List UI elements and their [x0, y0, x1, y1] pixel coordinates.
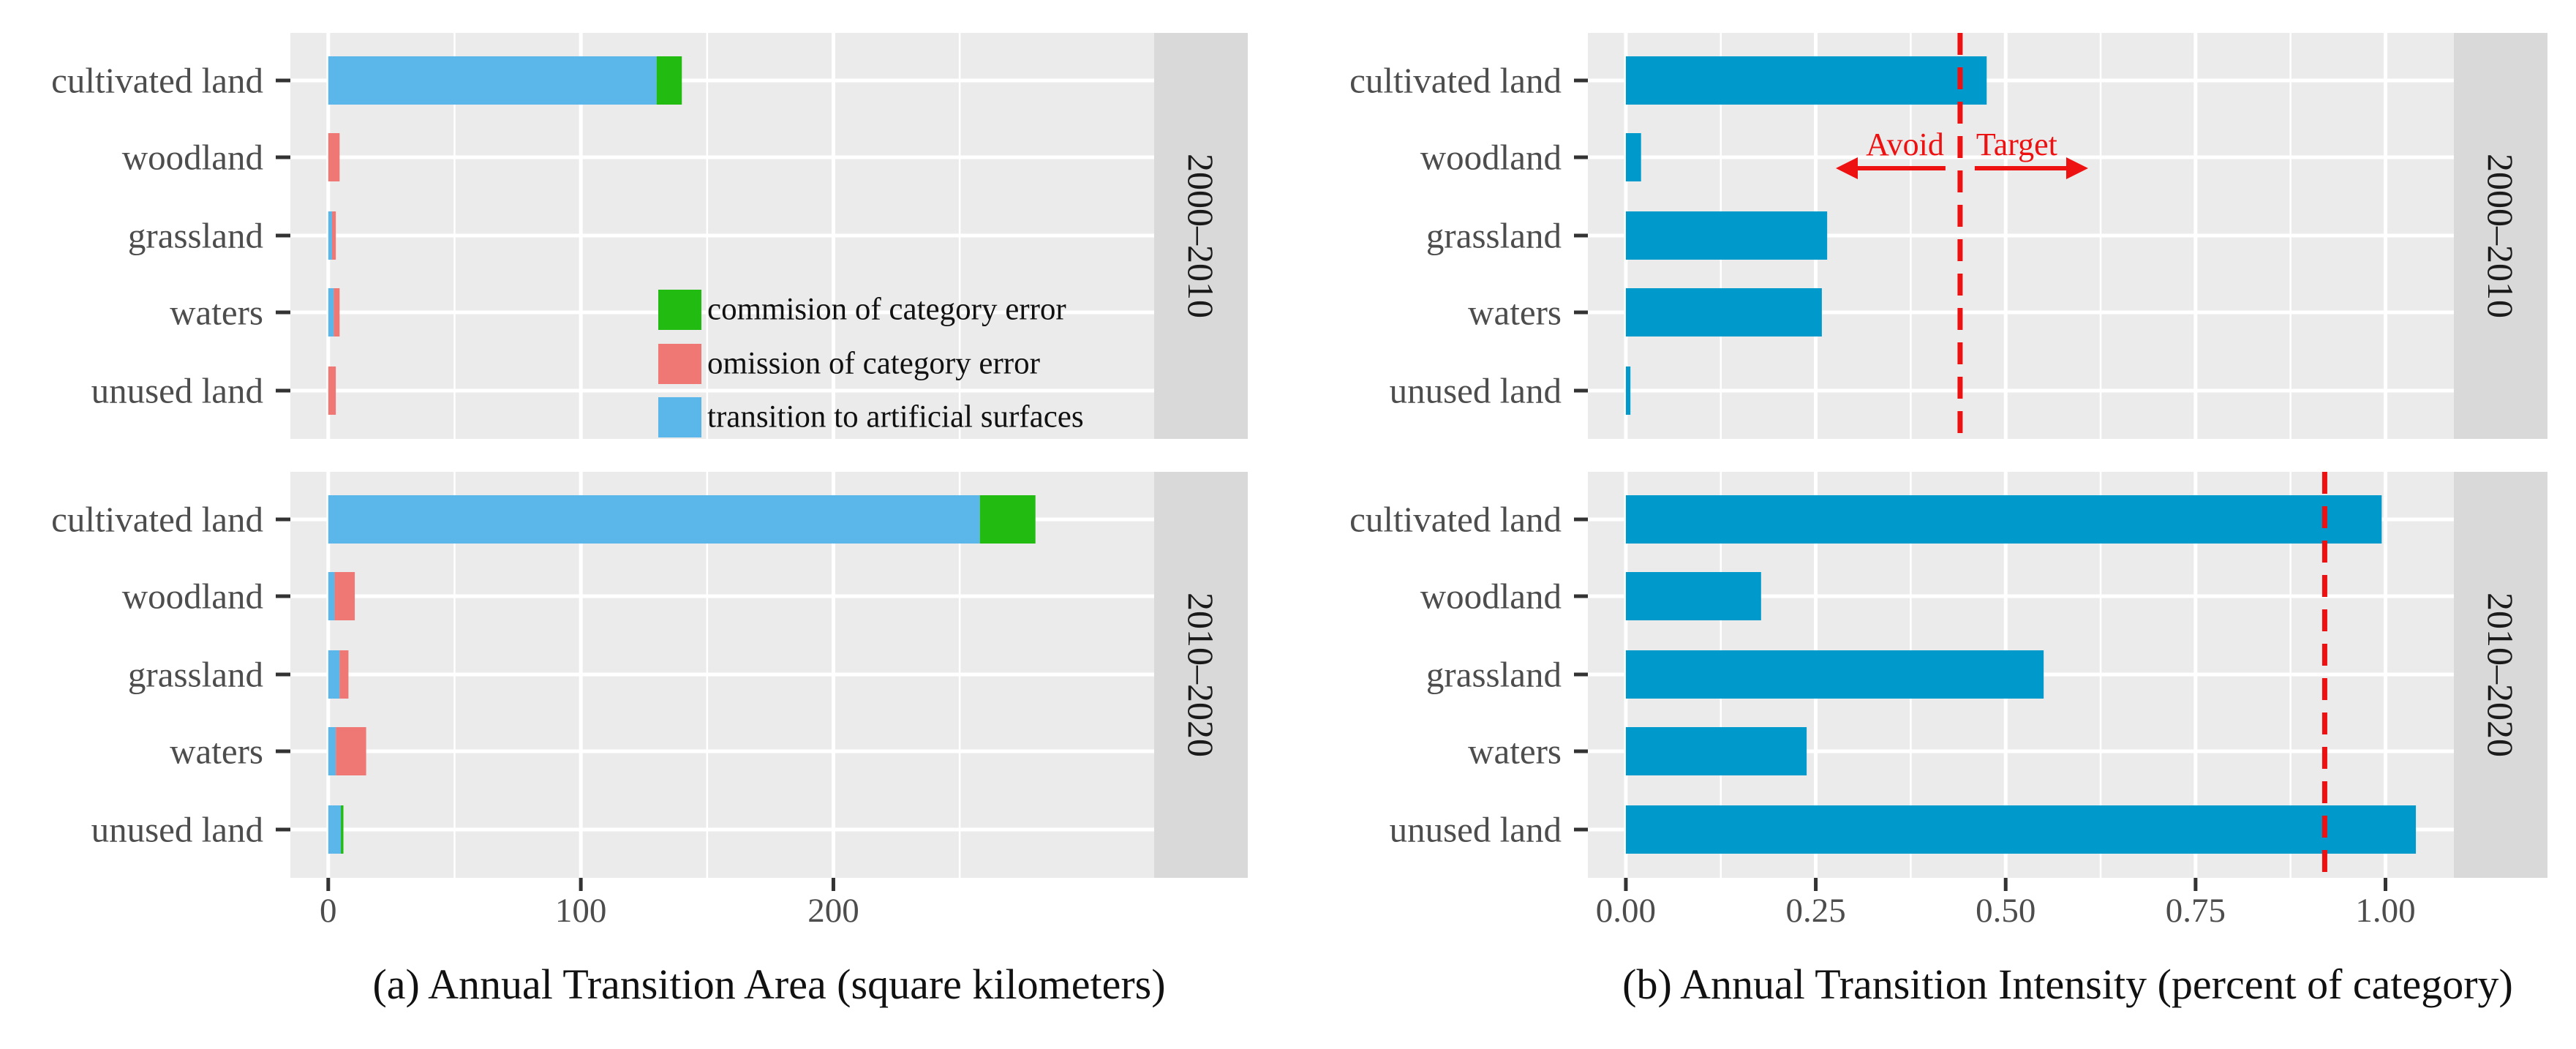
- y-tick-label: cultivated land: [51, 500, 263, 540]
- legend-label-commission: commision of category error: [707, 293, 1066, 327]
- bar-waters-omission: [334, 288, 340, 336]
- bar-waters-transition: [328, 288, 334, 336]
- y-tick-label: cultivated land: [51, 61, 263, 101]
- y-tick-label: waters: [1468, 293, 1562, 333]
- panel-1: cultivated land woodland grassland waters un…: [1349, 33, 2547, 439]
- chart-a-transition-area: cultivated land woodland grassland waters un…: [51, 33, 1248, 1008]
- bar-cultivated-land-transition: [328, 495, 980, 544]
- x-tick-label: 0.75: [2166, 892, 2226, 930]
- facet-strip-label: 2010–2020: [2480, 593, 2521, 757]
- bar-cultivated-land-transition: [328, 56, 657, 105]
- y-tick-label: woodland: [1420, 138, 1562, 178]
- y-tick-label: woodland: [122, 138, 263, 178]
- bar-unused-land: [1625, 805, 2417, 854]
- panel-2: cultivated land woodland grassland waters un…: [1349, 472, 2547, 878]
- bar-unused-land-omission: [328, 366, 336, 415]
- bar-woodland-omission: [334, 572, 355, 620]
- x-tick-label: 1.00: [2355, 892, 2415, 930]
- bar-waters: [1625, 288, 1822, 336]
- bar-woodland: [1625, 133, 1641, 181]
- facet-strip-label: 2000–2010: [1180, 154, 1221, 318]
- bar-unused-land-commission: [341, 805, 344, 854]
- x-tick-label: 0.50: [1976, 892, 2035, 930]
- bar-grassland-omission: [339, 650, 349, 699]
- bar-cultivated-land: [1625, 495, 2382, 544]
- y-tick-label: grassland: [1426, 216, 1562, 256]
- y-tick-label: unused land: [1390, 371, 1562, 411]
- y-tick-label: unused land: [91, 810, 263, 850]
- facet-strip: [1154, 33, 1248, 439]
- y-tick-label: waters: [1468, 732, 1562, 772]
- bar-grassland-transition: [328, 650, 340, 699]
- legend-swatch-omission: [658, 344, 701, 384]
- facet-strip: [1154, 472, 1248, 878]
- facet-strip: [2454, 472, 2547, 878]
- y-tick-label: grassland: [1426, 655, 1562, 695]
- bar-waters-omission: [336, 727, 366, 775]
- bar-woodland-omission: [328, 133, 340, 181]
- bar-woodland: [1625, 572, 1761, 620]
- axis-caption: (a) Annual Transition Area (square kilom…: [372, 960, 1165, 1008]
- bar-cultivated-land-commission: [656, 56, 682, 105]
- x-tick-label: 200: [807, 892, 859, 930]
- bar-grassland: [1625, 211, 1828, 260]
- y-tick-label: waters: [170, 732, 263, 772]
- bar-waters: [1625, 727, 1807, 775]
- y-tick-label: woodland: [122, 576, 263, 617]
- axis-caption: (b) Annual Transition Intensity (percent…: [1622, 960, 2513, 1008]
- bar-grassland: [1625, 650, 2044, 699]
- x-tick-label: 100: [555, 892, 607, 930]
- bar-woodland-transition: [328, 572, 335, 620]
- y-tick-label: unused land: [1390, 810, 1562, 850]
- bar-cultivated-land-commission: [979, 495, 1036, 544]
- avoid-target-annotation: Avoid Target: [1836, 127, 2088, 179]
- y-tick-label: cultivated land: [1349, 61, 1562, 101]
- legend: commision of category error omission of c…: [658, 290, 1084, 437]
- chart-b-transition-intensity: cultivated land woodland grassland waters un…: [1349, 33, 2547, 1008]
- avoid-label: Avoid: [1866, 127, 1944, 162]
- x-tick-label: 0.25: [1785, 892, 1845, 930]
- bar-waters-transition: [328, 727, 336, 775]
- y-tick-label: grassland: [128, 655, 263, 695]
- legend-label-omission: omission of category error: [707, 347, 1040, 381]
- panel-2: cultivated land woodland grassland waters un…: [51, 472, 1248, 878]
- x-tick-label: 0.00: [1596, 892, 1656, 930]
- y-tick-label: cultivated land: [1349, 500, 1562, 540]
- y-tick-label: unused land: [91, 371, 263, 411]
- y-tick-label: grassland: [128, 216, 263, 256]
- bar-cultivated-land: [1625, 56, 1987, 105]
- bar-unused-land-transition: [328, 805, 342, 854]
- target-label: Target: [1976, 127, 2057, 162]
- bar-grassland-omission: [331, 211, 336, 260]
- facet-strip-label: 2010–2020: [1180, 593, 1221, 757]
- bar-grassland-transition: [328, 211, 332, 260]
- panel-1: cultivated land woodland grassland waters un…: [51, 33, 1248, 439]
- legend-swatch-transition: [658, 397, 701, 437]
- facet-strip: [2454, 33, 2547, 439]
- legend-swatch-commission: [658, 290, 701, 330]
- legend-label-transition: transition to artificial surfaces: [707, 400, 1084, 435]
- facet-strip-label: 2000–2010: [2480, 154, 2521, 318]
- x-tick-label: 0: [320, 892, 337, 930]
- bar-unused-land: [1625, 366, 1631, 415]
- y-tick-label: waters: [170, 293, 263, 333]
- target-arrow-head: [2066, 157, 2088, 179]
- avoid-arrow-head: [1836, 157, 1858, 179]
- y-tick-label: woodland: [1420, 576, 1562, 617]
